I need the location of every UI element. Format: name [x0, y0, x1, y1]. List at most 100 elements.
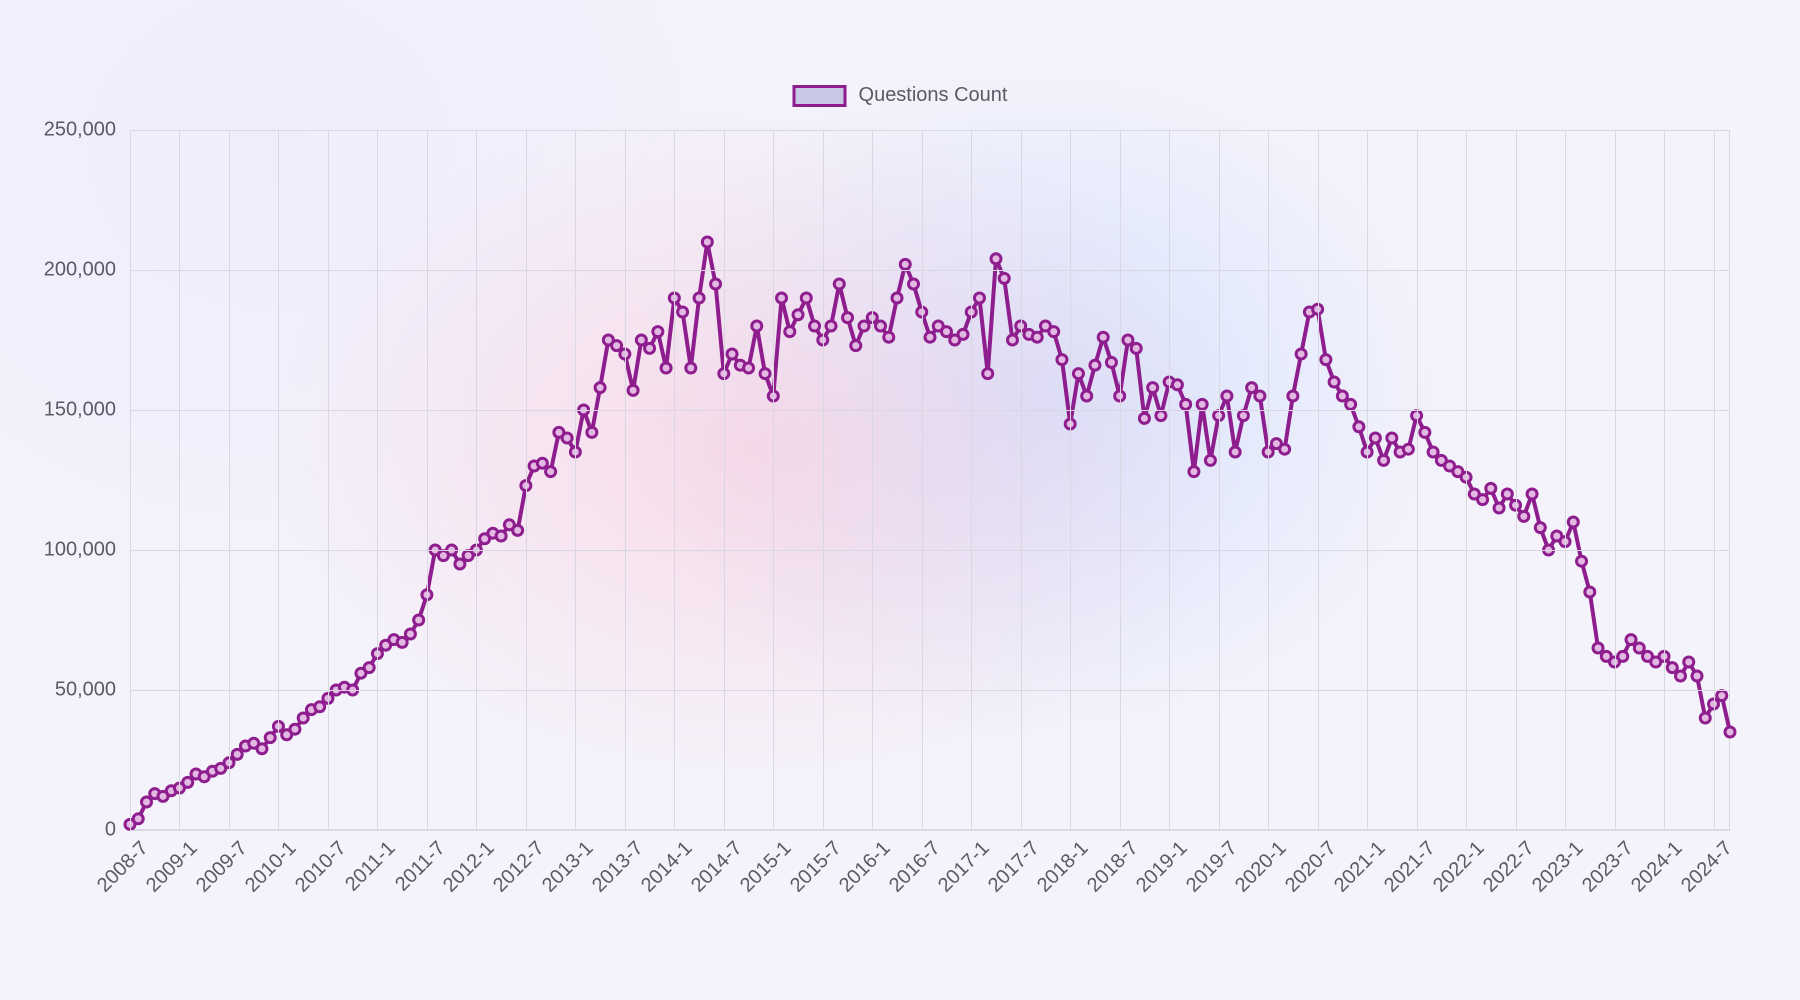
line-chart-svg	[130, 130, 1730, 830]
data-marker	[958, 329, 968, 339]
data-marker	[1478, 495, 1488, 505]
data-marker	[265, 733, 275, 743]
data-marker	[1346, 399, 1356, 409]
data-marker	[612, 341, 622, 351]
data-marker	[290, 724, 300, 734]
data-marker	[834, 279, 844, 289]
data-marker	[711, 279, 721, 289]
data-marker	[1123, 335, 1133, 345]
data-marker	[1717, 691, 1727, 701]
data-marker	[1387, 433, 1397, 443]
data-marker	[859, 321, 869, 331]
data-marker	[1280, 444, 1290, 454]
data-marker	[298, 713, 308, 723]
gridline-v	[674, 130, 675, 830]
data-marker	[1172, 380, 1182, 390]
x-tick-label: 2022-1	[1422, 830, 1489, 897]
gridline-v	[278, 130, 279, 830]
gridline-v	[377, 130, 378, 830]
gridline-v	[1367, 130, 1368, 830]
data-marker	[727, 349, 737, 359]
data-marker	[810, 321, 820, 331]
data-marker	[892, 293, 902, 303]
data-marker	[1725, 727, 1735, 737]
data-marker	[1032, 332, 1042, 342]
x-tick-label: 2013-7	[581, 830, 648, 897]
data-marker	[999, 273, 1009, 283]
x-tick-label: 2010-7	[284, 830, 351, 897]
data-marker	[686, 363, 696, 373]
data-marker	[1577, 556, 1587, 566]
gridline-v	[1615, 130, 1616, 830]
data-marker	[843, 313, 853, 323]
x-tick-label: 2015-7	[779, 830, 846, 897]
gridline-v	[823, 130, 824, 830]
gridline-v	[1466, 130, 1467, 830]
gridline-v	[724, 130, 725, 830]
gridline-v	[1417, 130, 1418, 830]
data-marker	[851, 341, 861, 351]
data-marker	[562, 433, 572, 443]
gridline-v	[773, 130, 774, 830]
gridline-v	[427, 130, 428, 830]
gridline-v	[1516, 130, 1517, 830]
data-marker	[405, 629, 415, 639]
data-marker	[1222, 391, 1232, 401]
data-marker	[141, 797, 151, 807]
data-marker	[636, 335, 646, 345]
data-marker	[1494, 503, 1504, 513]
x-tick-label: 2018-7	[1076, 830, 1143, 897]
data-marker	[1296, 349, 1306, 359]
data-marker	[678, 307, 688, 317]
gridline-v	[922, 130, 923, 830]
gridline-h	[130, 550, 1730, 551]
gridline-v	[1664, 130, 1665, 830]
data-marker	[595, 383, 605, 393]
x-tick-label: 2012-1	[432, 830, 499, 897]
data-marker	[1148, 383, 1158, 393]
data-marker	[1090, 360, 1100, 370]
data-line	[130, 242, 1730, 824]
x-tick-label: 2020-1	[1224, 830, 1291, 897]
x-tick-label: 2011-7	[384, 830, 450, 896]
x-tick-label: 2015-1	[729, 830, 796, 897]
x-tick-label: 2024-7	[1669, 830, 1736, 897]
data-marker	[1073, 369, 1083, 379]
y-tick-label: 200,000	[44, 259, 130, 282]
data-marker	[941, 327, 951, 337]
data-marker	[991, 254, 1001, 264]
data-marker	[1502, 489, 1512, 499]
data-marker	[1634, 643, 1644, 653]
y-tick-label: 100,000	[44, 539, 130, 562]
x-tick-label: 2020-7	[1274, 830, 1341, 897]
data-marker	[257, 744, 267, 754]
data-marker	[1379, 455, 1389, 465]
gridline-v	[229, 130, 230, 830]
gridline-h	[130, 410, 1730, 411]
x-tick-label: 2024-1	[1620, 830, 1687, 897]
data-marker	[793, 310, 803, 320]
data-marker	[397, 637, 407, 647]
data-marker	[1049, 327, 1059, 337]
data-marker	[546, 467, 556, 477]
data-marker	[1337, 391, 1347, 401]
gridline-v	[179, 130, 180, 830]
data-marker	[1139, 413, 1149, 423]
data-marker	[1007, 335, 1017, 345]
data-marker	[587, 427, 597, 437]
x-tick-label: 2023-7	[1570, 830, 1637, 897]
data-marker	[1568, 517, 1578, 527]
gridline-v	[575, 130, 576, 830]
data-marker	[1684, 657, 1694, 667]
data-marker	[133, 814, 143, 824]
gridline-v	[625, 130, 626, 830]
chart-plot-area: 050,000100,000150,000200,000250,0002008-…	[130, 130, 1730, 830]
gridline-v	[971, 130, 972, 830]
gridline-v	[1120, 130, 1121, 830]
data-marker	[1057, 355, 1067, 365]
chart-legend: Questions Count	[793, 84, 1008, 107]
x-tick-label: 2016-7	[878, 830, 945, 897]
data-marker	[1420, 427, 1430, 437]
x-tick-label: 2019-7	[1175, 830, 1242, 897]
data-marker	[513, 525, 523, 535]
